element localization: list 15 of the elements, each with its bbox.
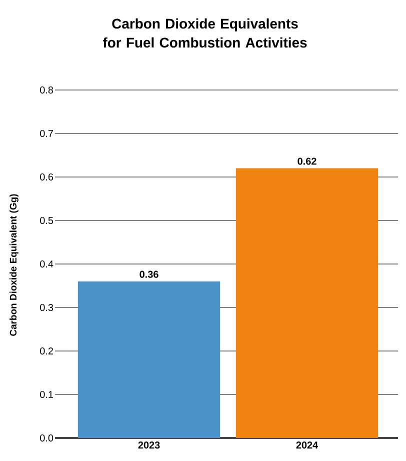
- x-tick-label: 2023: [138, 442, 160, 449]
- y-tick-label: 0.7: [40, 130, 53, 138]
- y-tick-label: 0.4: [40, 260, 54, 268]
- data-label: 0.62: [298, 158, 316, 165]
- chart-title: Carbon Dioxide Equivalents for Fuel Combustion Activities: [102, 18, 307, 48]
- y-tick-label: 0.3: [40, 304, 53, 312]
- x-tick-label: 2024: [296, 442, 318, 449]
- y-tick-label: 0.0: [40, 434, 53, 442]
- y-tick-label: 0.8: [40, 86, 53, 94]
- y-tick-label: 0.2: [40, 347, 53, 355]
- y-tick-label: 0.1: [40, 390, 53, 398]
- y-axis-title: Carbon Dioxide Equivalent (Gg): [9, 194, 18, 336]
- y-tick-label: 0.6: [40, 173, 53, 181]
- data-label: 0.36: [140, 270, 158, 278]
- y-tick-label: 0.5: [40, 216, 53, 224]
